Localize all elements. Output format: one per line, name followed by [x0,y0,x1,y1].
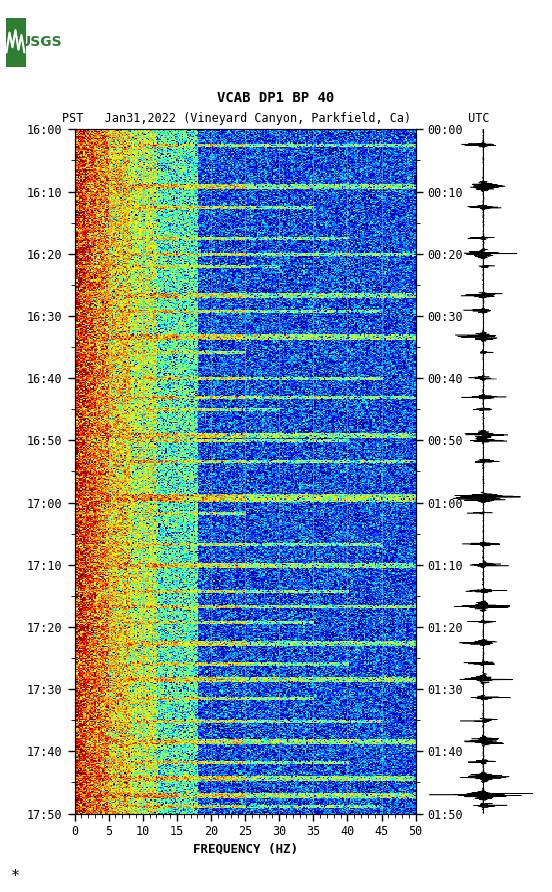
X-axis label: FREQUENCY (HZ): FREQUENCY (HZ) [193,842,298,855]
Text: PST   Jan31,2022 (Vineyard Canyon, Parkfield, Ca)        UTC: PST Jan31,2022 (Vineyard Canyon, Parkfie… [62,112,490,125]
Text: *: * [11,870,20,884]
Bar [6,18,26,67]
Text: USGS: USGS [20,36,62,49]
Text: VCAB DP1 BP 40: VCAB DP1 BP 40 [217,91,335,105]
